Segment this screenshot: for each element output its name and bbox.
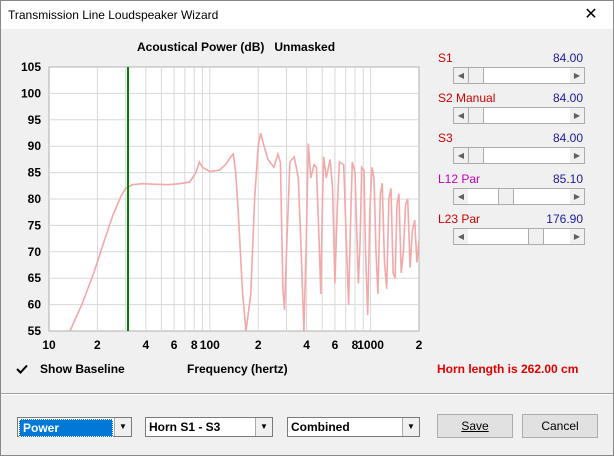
show-baseline-checkbox[interactable] (16, 363, 28, 375)
slider-value: 84.00 (552, 91, 583, 105)
window-title: Transmission Line Loudspeaker Wizard (8, 8, 219, 22)
arrow-right-icon[interactable]: ▶ (570, 229, 584, 244)
x-tick-label: 6 (171, 338, 178, 352)
slider-thumb[interactable] (528, 229, 545, 244)
output-mode-value: Combined (291, 420, 350, 434)
parameter-slider[interactable]: ◀ ▶ (453, 67, 585, 84)
parameter-slider[interactable]: ◀ ▶ (453, 107, 585, 124)
y-tick-label: 55 (28, 324, 42, 338)
x-tick-label: 4 (142, 338, 149, 352)
slider-thumb[interactable] (468, 148, 484, 163)
x-tick-label: 2 (416, 338, 423, 352)
plot-type-value: Power (19, 419, 113, 437)
x-tick-label: 8 (352, 338, 359, 352)
plot-type-combo[interactable]: Power ▼ (17, 417, 132, 437)
y-tick-label: 75 (28, 218, 42, 232)
arrow-right-icon[interactable]: ▶ (570, 189, 584, 204)
y-tick-label: 100 (21, 86, 41, 100)
y-tick-label: 95 (28, 113, 42, 127)
slider-value: 176.90 (546, 212, 583, 226)
parameter-slider[interactable]: ◀ ▶ (453, 228, 585, 245)
arrow-right-icon[interactable]: ▶ (570, 68, 584, 83)
slider-value: 84.00 (552, 131, 583, 145)
slider-label: S3 (438, 131, 453, 145)
y-tick-label: 70 (28, 245, 42, 259)
arrow-right-icon[interactable]: ▶ (570, 108, 584, 123)
y-tick-label: 80 (28, 192, 42, 206)
x-tick-label: 2 (255, 338, 262, 352)
slider-label: L12 Par (438, 172, 481, 186)
parameter-slider[interactable]: ◀ ▶ (453, 188, 585, 205)
frequency-axis-label: Frequency (hertz) (187, 362, 288, 376)
slider-value: 84.00 (552, 51, 583, 65)
x-tick-label: 2 (94, 338, 101, 352)
chevron-down-icon[interactable]: ▼ (114, 418, 131, 436)
show-baseline-label[interactable]: Show Baseline (40, 362, 125, 376)
horn-section-combo[interactable]: Horn S1 - S3 ▼ (145, 417, 273, 437)
x-tick-label: 1000 (357, 338, 384, 352)
x-tick-label: 100 (200, 338, 220, 352)
arrow-left-icon[interactable]: ◀ (454, 68, 468, 83)
parameter-slider[interactable]: ◀ ▶ (453, 147, 585, 164)
slider-thumb[interactable] (468, 108, 484, 123)
y-axis-ticks: 105 100 95 90 85 80 75 70 65 60 55 (21, 60, 41, 338)
slider-label: S2 Manual (438, 91, 496, 105)
x-tick-label: 6 (332, 338, 339, 352)
x-tick-label: 8 (191, 338, 198, 352)
arrow-left-icon[interactable]: ◀ (454, 108, 468, 123)
title-bar: Transmission Line Loudspeaker Wizard ✕ (1, 1, 613, 29)
chevron-down-icon[interactable]: ▼ (255, 418, 272, 436)
arrow-left-icon[interactable]: ◀ (454, 229, 468, 244)
output-mode-combo[interactable]: Combined ▼ (287, 417, 420, 437)
y-tick-label: 65 (28, 271, 42, 285)
slider-label: L23 Par (438, 212, 481, 226)
close-icon[interactable]: ✕ (584, 6, 598, 23)
y-tick-label: 90 (28, 139, 42, 153)
x-tick-label: 4 (303, 338, 310, 352)
slider-value: 85.10 (552, 172, 583, 186)
arrow-left-icon[interactable]: ◀ (454, 189, 468, 204)
save-button-label: Save (461, 419, 489, 433)
slider-thumb[interactable] (468, 68, 484, 83)
y-tick-label: 60 (28, 298, 42, 312)
slider-thumb[interactable] (498, 189, 515, 204)
checkmark-icon (16, 364, 28, 374)
slider-label: S1 (438, 51, 453, 65)
horn-length-text: Horn length is 262.00 cm (437, 362, 579, 376)
arrow-right-icon[interactable]: ▶ (570, 148, 584, 163)
y-tick-label: 85 (28, 166, 42, 180)
cancel-button[interactable]: Cancel (522, 414, 598, 438)
power-curve (69, 132, 420, 332)
divider (1, 393, 613, 395)
chevron-down-icon[interactable]: ▼ (402, 418, 419, 436)
x-tick-label: 10 (42, 338, 56, 352)
arrow-left-icon[interactable]: ◀ (454, 148, 468, 163)
save-button[interactable]: Save (437, 414, 513, 438)
chart-title: Acoustical Power (dB) Unmasked (137, 40, 336, 54)
horn-section-value: Horn S1 - S3 (149, 420, 221, 434)
y-tick-label: 105 (21, 60, 41, 74)
